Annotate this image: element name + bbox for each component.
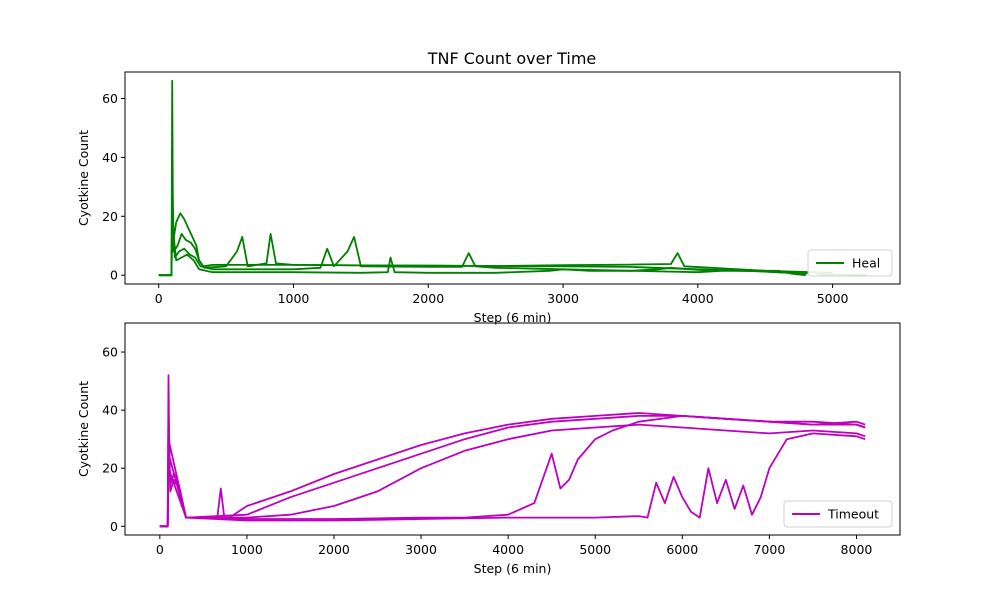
- x-axis-label: Step (6 min): [474, 561, 552, 576]
- x-tick-label: 6000: [666, 542, 698, 557]
- plot-frame: [124, 322, 901, 536]
- x-tick-label: 1000: [231, 542, 263, 557]
- x-tick-label: 3000: [547, 291, 579, 306]
- y-tick-label: 20: [102, 461, 118, 476]
- series-group: [159, 374, 866, 528]
- y-tick-label: 60: [102, 345, 118, 360]
- x-tick-label: 3000: [405, 542, 437, 557]
- x-tick-label: 0: [156, 542, 164, 557]
- legend-label: Timeout: [827, 507, 879, 522]
- x-tick-label: 7000: [753, 542, 785, 557]
- series-line-4: [159, 432, 866, 528]
- y-tick-label: 60: [102, 91, 118, 106]
- chart-panel-1: 0 1000 2000 3000 4000 5000 0 20 40 60 Step (6 min)…: [76, 71, 901, 325]
- y-tick-label: 40: [102, 150, 118, 165]
- y-tick-label: 40: [102, 403, 118, 418]
- chart-panel-2: 0 1000 2000 3000 4000 5000 6000 7000 8000 0 20 40 60…: [76, 322, 901, 576]
- series-group: [158, 79, 867, 277]
- x-axis-label: Step (6 min): [474, 310, 552, 325]
- plot-frame: [124, 71, 901, 285]
- y-tick-label: 0: [110, 268, 118, 283]
- x-tick-label: 2000: [318, 542, 350, 557]
- x-tick-label: 4000: [492, 542, 524, 557]
- y-axis-label: Cyotkine Count: [76, 130, 91, 226]
- x-tick-label: 0: [155, 291, 163, 306]
- legend: Timeout: [783, 500, 893, 528]
- x-tick-label: 2000: [412, 291, 444, 306]
- y-tick-label: 20: [102, 209, 118, 224]
- series-line-2: [158, 185, 833, 277]
- x-tick-label: 5000: [817, 291, 849, 306]
- x-tick-label: 1000: [278, 291, 310, 306]
- legend-box: [783, 500, 893, 528]
- series-line-2: [159, 409, 866, 528]
- y-axis-label: Cyotkine Count: [76, 381, 91, 477]
- figure-title: TNF Count over Time: [427, 49, 597, 68]
- series-line-4: [158, 221, 806, 277]
- x-tick-label: 4000: [682, 291, 714, 306]
- x-tick-label: 8000: [841, 542, 873, 557]
- x-tick-label: 5000: [579, 542, 611, 557]
- legend-label: Heal: [852, 256, 880, 271]
- legend: Heal: [807, 249, 893, 277]
- legend-box: [807, 249, 893, 277]
- series-line-5: [159, 414, 866, 528]
- y-tick-label: 0: [110, 519, 118, 534]
